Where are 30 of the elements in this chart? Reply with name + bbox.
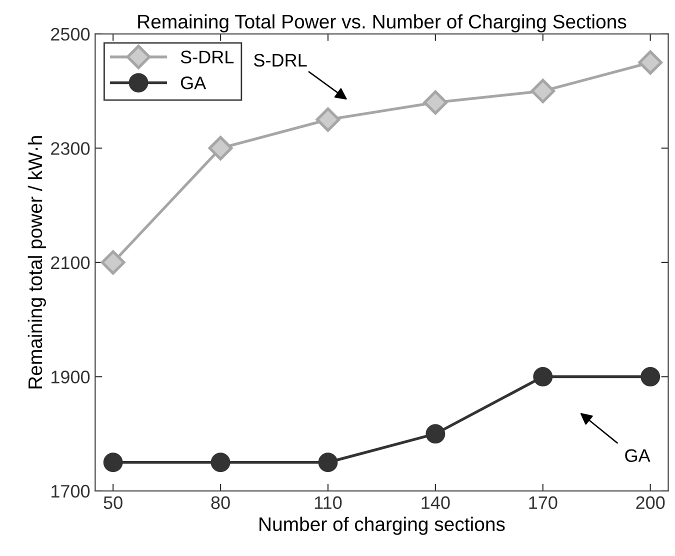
y-tick-label: 2500 [51, 28, 90, 41]
point [316, 107, 340, 132]
legend-label: S-DRL [180, 50, 234, 64]
y-axis-title: Remaining total power / kW·h [28, 136, 46, 388]
y-tick-label: 2300 [51, 142, 90, 155]
chart-title: Remaining Total Power vs. Number of Charging Sections [138, 14, 626, 32]
point [100, 250, 126, 275]
point [210, 452, 230, 472]
x-tick-label: 80 [211, 496, 230, 510]
point [638, 50, 663, 75]
x-axis-title: Number of charging sections [260, 516, 505, 535]
point [530, 78, 556, 104]
x-tick-label: 170 [529, 496, 558, 510]
y-tick-label: 2100 [51, 256, 90, 270]
legend-label: GA [180, 76, 206, 90]
y-tick-label: 1900 [52, 370, 90, 384]
annotation: GA [625, 449, 650, 462]
x-tick-label: 50 [104, 496, 122, 510]
point [533, 366, 553, 386]
x-tick-label: 140 [422, 496, 450, 510]
point [426, 424, 446, 444]
x-tick-label: 110 [314, 496, 342, 510]
point [640, 366, 660, 386]
x-tick-label: 200 [636, 496, 665, 510]
point [423, 90, 448, 115]
point [318, 452, 338, 472]
point [208, 136, 233, 160]
annotation: S-DRL [254, 54, 307, 67]
point [103, 452, 123, 472]
y-tick-label: 1700 [52, 484, 90, 498]
